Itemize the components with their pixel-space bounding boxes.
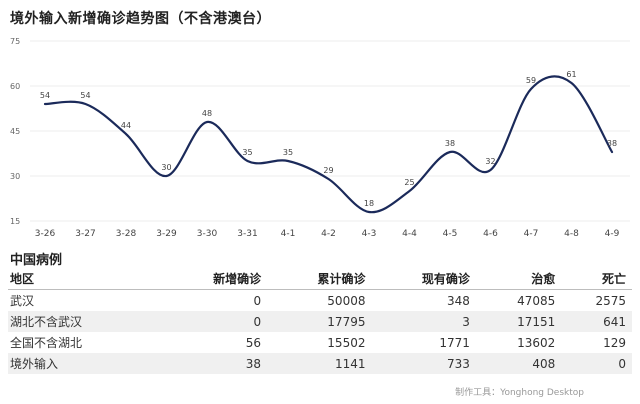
data-label: 18 xyxy=(364,199,374,208)
data-label: 59 xyxy=(526,76,536,85)
cell-region: 湖北不含武汉 xyxy=(8,311,163,332)
cell-recovered: 47085 xyxy=(517,293,556,308)
cell-total-confirmed: 50008 xyxy=(327,293,366,308)
x-tick-label: 4-9 xyxy=(605,229,620,239)
data-label: 38 xyxy=(445,139,455,148)
x-tick-label: 4-8 xyxy=(564,229,579,239)
cell-new-confirmed: 0 xyxy=(253,293,262,308)
cell-recovered: 13602 xyxy=(517,335,556,350)
data-label: 44 xyxy=(121,121,131,130)
chart-title: 境外输入新增确诊趋势图（不含港澳台） xyxy=(10,11,271,27)
data-labels: 54 54 44 30 48 35 35 29 18 25 38 32 59 61 38 xyxy=(40,70,617,208)
trend-line-chart: 15 30 45 60 75 3-26 3-27 3-28 3-29 3-30 3-31 4-1 4-… xyxy=(10,37,630,239)
cell-recovered: 17151 xyxy=(475,311,562,332)
cell-total-confirmed: 17795 xyxy=(267,311,372,332)
cell-current-confirmed: 1771 xyxy=(439,335,470,350)
table-row: 武汉 0 50008 348 47085 2575 xyxy=(8,290,632,312)
x-tick-label: 4-1 xyxy=(281,229,296,239)
cell-recovered: 408 xyxy=(475,353,562,374)
cell-new-confirmed: 56 xyxy=(245,335,262,350)
table-row: 境外输入 38 1141 733 408 0 xyxy=(8,353,632,374)
cell-total-confirmed: 15502 xyxy=(327,335,366,350)
cell-region: 境外输入 xyxy=(8,353,163,374)
x-tick-label: 4-5 xyxy=(443,229,458,239)
data-label: 61 xyxy=(566,70,576,79)
y-tick-label: 60 xyxy=(10,82,20,91)
x-tick-label: 3-27 xyxy=(75,229,95,239)
x-tick-label: 4-3 xyxy=(362,229,377,239)
cell-total-confirmed: 1141 xyxy=(267,353,372,374)
data-label: 25 xyxy=(404,178,414,187)
cell-current-confirmed: 733 xyxy=(371,353,476,374)
data-label: 35 xyxy=(242,148,252,157)
y-tick-label: 30 xyxy=(10,172,20,181)
table-row: 湖北不含武汉 0 17795 3 17151 641 xyxy=(8,311,632,332)
x-tick-label: 3-28 xyxy=(116,229,137,239)
col-header-new-confirmed: 新增确诊 xyxy=(162,267,268,290)
cell-current-confirmed: 348 xyxy=(446,293,470,308)
footer-credit: 制作工具：Yonghong Desktop xyxy=(455,388,584,398)
y-tick-label: 45 xyxy=(10,127,20,136)
y-tick-label: 15 xyxy=(10,217,20,226)
table-row: 全国不含湖北 56 15502 1771 13602 129 xyxy=(8,332,632,353)
col-header-recovered: 治愈 xyxy=(475,267,562,290)
y-tick-label: 75 xyxy=(10,37,20,46)
x-tick-label: 3-30 xyxy=(197,229,218,239)
col-header-current-confirmed: 现有确诊 xyxy=(371,267,476,290)
cell-new-confirmed: 38 xyxy=(162,353,268,374)
cell-region: 全国不含湖北 xyxy=(10,336,83,350)
data-label: 30 xyxy=(161,163,171,172)
x-axis-ticks: 3-26 3-27 3-28 3-29 3-30 3-31 4-1 4-2 4-3 4-4 4-5 4… xyxy=(35,229,620,239)
grid-lines xyxy=(30,40,630,222)
cell-deaths: 129 xyxy=(603,335,626,350)
cell-deaths: 0 xyxy=(561,353,632,374)
x-tick-label: 4-2 xyxy=(321,229,336,239)
cell-deaths: 2575 xyxy=(595,293,626,308)
data-label: 54 xyxy=(40,91,50,100)
col-header-region: 地区 xyxy=(8,267,163,290)
col-header-total-confirmed: 累计确诊 xyxy=(267,267,372,290)
x-tick-label: 4-7 xyxy=(524,229,539,239)
cell-new-confirmed: 0 xyxy=(162,311,268,332)
series-line xyxy=(43,75,614,214)
data-label: 48 xyxy=(202,109,212,118)
col-header-deaths: 死亡 xyxy=(561,267,632,290)
x-tick-label: 3-31 xyxy=(237,229,257,239)
section-title: 中国病例 xyxy=(10,253,63,268)
x-tick-label: 3-29 xyxy=(156,229,177,239)
cell-deaths: 641 xyxy=(561,311,632,332)
x-tick-label: 4-4 xyxy=(402,229,417,239)
table-header-row: 地区 新增确诊 累计确诊 现有确诊 治愈 死亡 xyxy=(8,267,632,290)
cell-current-confirmed: 3 xyxy=(371,311,476,332)
data-label: 38 xyxy=(607,139,617,148)
y-axis-ticks: 15 30 45 60 75 xyxy=(10,37,20,226)
data-label: 32 xyxy=(485,157,495,166)
x-tick-label: 3-26 xyxy=(35,229,56,239)
data-label: 35 xyxy=(283,148,293,157)
data-label: 29 xyxy=(323,166,333,175)
cell-region: 武汉 xyxy=(10,294,35,308)
cases-table: 地区 新增确诊 累计确诊 现有确诊 治愈 死亡 武汉 0 50008 348 4… xyxy=(8,267,632,374)
x-tick-label: 4-6 xyxy=(483,229,498,239)
data-label: 54 xyxy=(80,91,90,100)
